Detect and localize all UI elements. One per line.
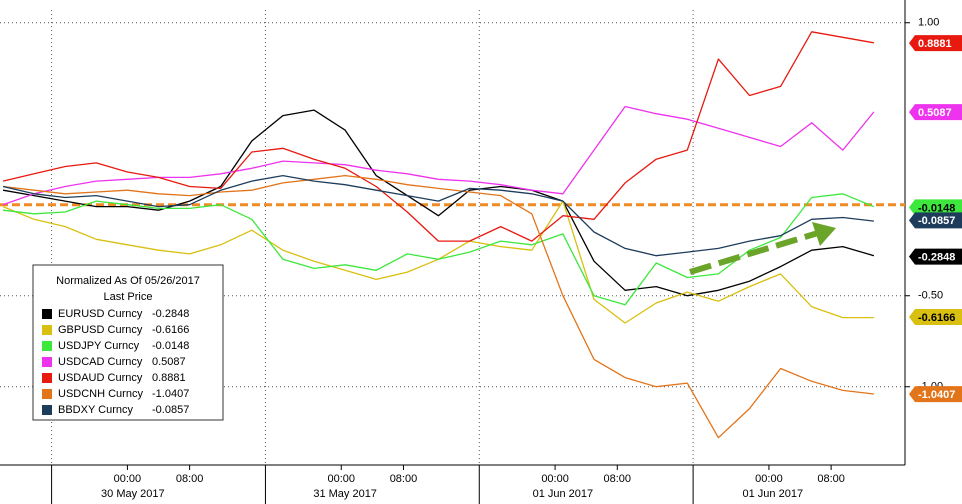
legend-name: USDJPY Curncy — [58, 340, 140, 352]
x-day-label: 30 May 2017 — [101, 488, 165, 500]
x-day-label: 31 May 2017 — [313, 488, 377, 500]
legend-swatch — [42, 389, 52, 399]
x-tick-label: 00:00 — [755, 473, 783, 485]
last-price-box — [909, 248, 962, 265]
last-price-label: -0.0857 — [918, 215, 955, 227]
legend-name: USDCAD Curncy — [58, 356, 143, 368]
legend-swatch — [42, 357, 52, 367]
legend-name: EURUSD Curncy — [58, 308, 143, 320]
legend-value: -1.0407 — [152, 388, 189, 400]
x-tick-label: 00:00 — [327, 473, 355, 485]
legend-name: USDAUD Curncy — [58, 372, 143, 384]
last-price-label: 0.8881 — [918, 38, 952, 50]
arrow-shaft — [689, 230, 819, 275]
last-price-box — [909, 212, 962, 229]
legend-name: USDCNH Curncy — [58, 388, 143, 400]
last-price-label: -0.0148 — [918, 202, 955, 214]
last-price-box — [909, 35, 962, 52]
legend-name: BBDXY Curncy — [58, 404, 133, 416]
x-tick-label: 08:00 — [817, 473, 845, 485]
legend-swatch — [42, 405, 52, 415]
legend-swatch — [42, 309, 52, 319]
y-tick-label: 1.00 — [918, 17, 939, 29]
legend-name: GBPUSD Curncy — [58, 324, 143, 336]
legend-value: 0.5087 — [152, 356, 186, 368]
last-price-box — [909, 104, 962, 121]
legend-box — [32, 264, 224, 421]
y-tick-label: -0.50 — [918, 290, 943, 302]
series-line — [2, 109, 875, 297]
series-line — [2, 174, 874, 439]
legend-value: -0.0148 — [152, 340, 189, 352]
x-tick-label: 08:00 — [176, 473, 204, 485]
legend-value: 0.8881 — [152, 372, 186, 384]
x-tick-label: 08:00 — [390, 473, 418, 485]
last-price-box — [909, 386, 962, 403]
trend-arrow — [689, 222, 836, 275]
last-price-label: 0.5087 — [918, 107, 952, 119]
legend-value: -0.0857 — [152, 404, 189, 416]
last-price-label: -0.2848 — [918, 251, 955, 263]
legend-value: -0.2848 — [152, 308, 189, 320]
series-line — [2, 174, 874, 257]
legend-value: -0.6166 — [152, 324, 189, 336]
legend-subtitle: Last Price — [104, 291, 153, 303]
x-day-label: 01 Jun 2017 — [533, 488, 594, 500]
arrow-head — [812, 222, 836, 246]
legend-swatch — [42, 325, 52, 335]
x-tick-label: 00:00 — [114, 473, 142, 485]
last-price-label: -0.6166 — [918, 312, 955, 324]
x-tick-label: 08:00 — [604, 473, 632, 485]
legend-swatch — [42, 373, 52, 383]
last-price-box — [909, 308, 962, 325]
last-price-box — [909, 199, 962, 216]
x-day-label: 01 Jun 2017 — [743, 488, 804, 500]
series-line — [2, 193, 875, 306]
series-line — [2, 31, 875, 242]
last-price-label: -1.0407 — [918, 389, 955, 401]
x-tick-label: 00:00 — [541, 473, 569, 485]
series-line — [2, 105, 875, 206]
legend-swatch — [42, 341, 52, 351]
legend: Normalized As Of 05/26/2017 Last Price E… — [32, 264, 224, 421]
legend-title: Normalized As Of 05/26/2017 — [56, 275, 200, 287]
